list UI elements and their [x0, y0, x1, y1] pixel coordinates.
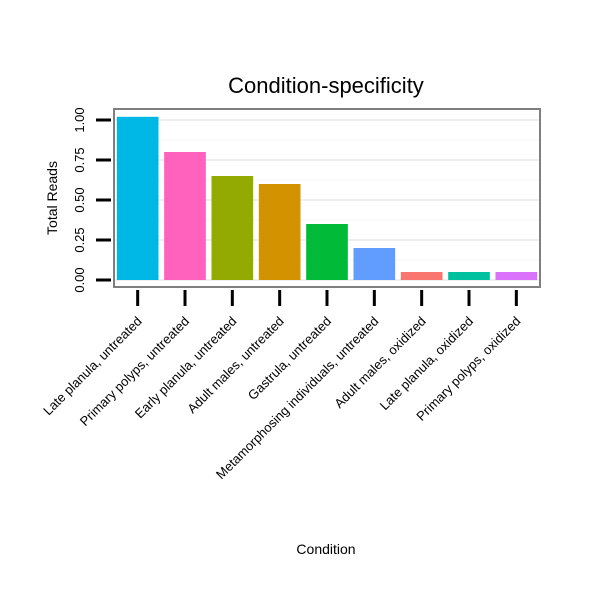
- y-tick-label: 0.75: [72, 147, 87, 172]
- bar: [353, 248, 396, 280]
- bar: [400, 272, 443, 280]
- y-axis-title: Total Reads: [44, 161, 60, 235]
- bars: [116, 116, 538, 280]
- plot-panel-border: [113, 108, 541, 288]
- y-tick-label: 1.00: [72, 107, 87, 132]
- bar: [306, 224, 348, 280]
- x-axis-title: Condition: [296, 541, 355, 557]
- y-axis: 0.00 0.25 0.50 0.75 1.00: [72, 107, 111, 293]
- bar: [211, 176, 254, 280]
- bar: [258, 184, 301, 280]
- y-tick-label: 0.25: [72, 227, 87, 252]
- bar: [495, 272, 538, 280]
- bar: [164, 152, 206, 280]
- bar: [116, 116, 159, 280]
- chart-title: Condition-specificity: [228, 73, 424, 98]
- y-tick-label: 0.00: [72, 267, 87, 292]
- y-tick-label: 0.50: [72, 187, 87, 212]
- bar: [448, 272, 490, 280]
